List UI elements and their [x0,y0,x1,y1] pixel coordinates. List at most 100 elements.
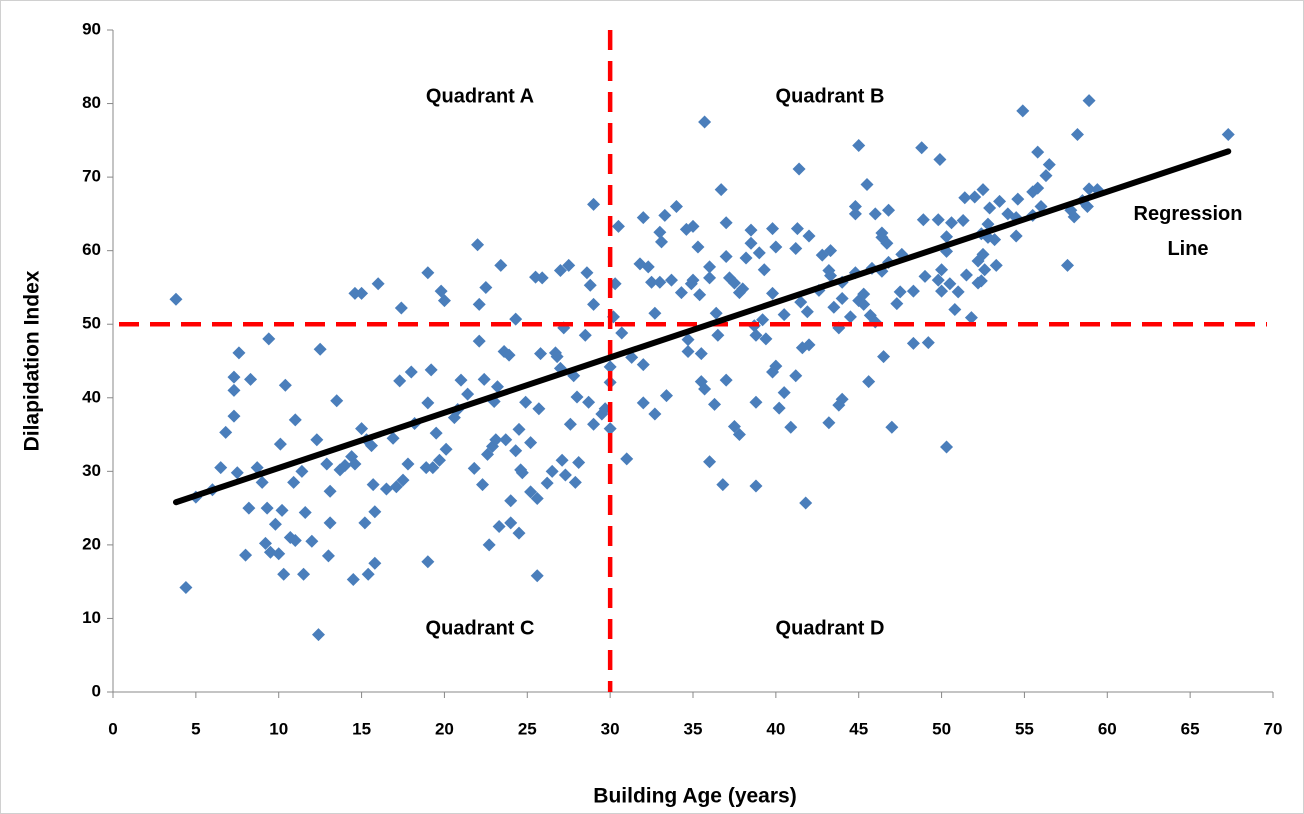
data-point [709,306,723,320]
data-point [562,258,576,272]
data-point [915,141,929,155]
data-point [338,458,352,472]
data-point [583,278,597,292]
x-axis-title: Building Age (years) [593,785,796,808]
data-point [258,536,272,550]
data-point [580,266,594,280]
data-point [214,461,228,475]
data-point [532,402,546,416]
data-point [509,444,523,458]
data-point [686,219,700,233]
data-point [744,236,758,250]
data-point [822,416,836,430]
data-point [691,240,705,254]
y-axis-title: Dilapidation Index [21,270,44,451]
data-point [988,233,1002,247]
data-point [611,219,625,233]
data-point [789,241,803,255]
data-point [365,439,379,453]
data-point [727,419,741,433]
data-point [766,222,780,236]
data-point [1042,158,1056,172]
data-point [648,407,662,421]
data-point [703,271,717,285]
data-point [272,547,286,561]
data-point [875,226,889,240]
y-tick-label: 90 [82,19,101,38]
data-point [620,452,634,466]
data-point [719,373,733,387]
data-point [313,342,327,356]
data-point [719,216,733,230]
data-point [499,433,513,447]
x-tick-label: 55 [1015,719,1034,738]
data-point [916,213,930,227]
data-point [262,332,276,346]
data-point [512,526,526,540]
data-point [287,475,301,489]
data-point [906,336,920,350]
data-point [587,197,601,211]
data-point [669,200,683,214]
annotation: Quadrant D [775,617,885,640]
data-point [757,263,771,277]
data-point [1011,192,1025,206]
data-point [603,422,617,436]
data-point [827,300,841,314]
data-point [323,516,337,530]
data-point [681,344,695,358]
data-point [298,506,312,520]
data-point [421,266,435,280]
x-tick-label: 15 [352,719,371,738]
data-point [641,260,655,274]
x-tick-label: 20 [435,719,454,738]
data-point [958,191,972,205]
data-point [848,200,862,214]
data-point [401,457,415,471]
data-point [255,475,269,489]
data-point [394,301,408,315]
data-point [968,190,982,204]
data-point [219,425,233,439]
data-point [857,297,871,311]
data-point [824,244,838,258]
data-point [512,422,526,436]
data-point [852,138,866,152]
data-point [393,374,407,388]
x-tick-label: 0 [108,719,117,738]
data-point [275,503,289,517]
data-point [792,162,806,176]
data-point [1070,127,1084,141]
y-tick-label: 70 [82,167,101,186]
data-point [297,567,311,581]
data-point [1031,145,1045,159]
data-point [835,392,849,406]
data-point [421,555,435,569]
data-point [288,413,302,427]
data-point [1039,169,1053,183]
y-tick-label: 80 [82,93,101,112]
data-point [974,274,988,288]
data-point [479,280,493,294]
annotation: Quadrant C [425,617,535,640]
data-point [603,360,617,374]
data-point [330,394,344,408]
data-point [940,230,954,244]
data-point [570,390,584,404]
data-point [933,152,947,166]
data-point [727,276,741,290]
data-point [789,369,803,383]
data-point [489,433,503,447]
data-point [931,213,945,227]
data-point [800,305,814,319]
data-point [558,468,572,482]
data-point [940,440,954,454]
data-point [802,229,816,243]
data-point [311,628,325,642]
data-point [719,250,733,264]
data-point [476,478,490,492]
data-point [708,397,722,411]
data-point [530,569,544,583]
data-point [1221,127,1235,141]
data-point [515,466,529,480]
